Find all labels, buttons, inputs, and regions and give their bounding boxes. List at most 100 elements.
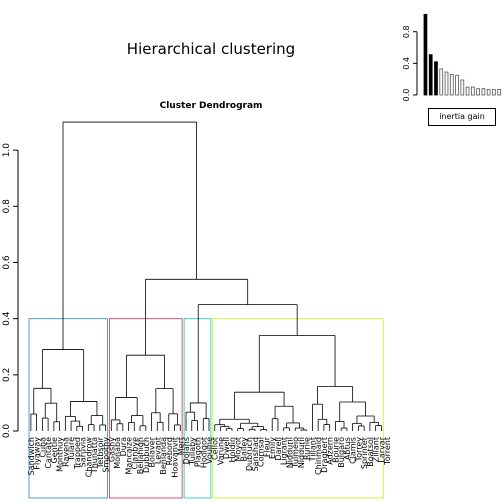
- inertia-bar: [444, 71, 449, 96]
- cluster-box-1: [28, 318, 108, 499]
- leaf-label: Smoothy: [102, 437, 111, 473]
- leaf-label: Cellot: [211, 437, 220, 460]
- inertia-bar: [423, 13, 428, 96]
- leaf-label: Monthuy: [56, 437, 65, 472]
- leaf-label: Dubruch: [245, 437, 254, 471]
- inertia-bar: [486, 89, 491, 96]
- inertia-bar: [492, 89, 496, 96]
- leaf-label: Chinmald: [314, 437, 323, 475]
- leaf-label: Vouine: [205, 437, 214, 464]
- dendrogram-y-axis: 0.0 0.2 0.4 0.6 0.8 1.0: [2, 143, 19, 439]
- inertia-bar: [439, 68, 444, 96]
- y-tick-label: 0.6: [2, 255, 12, 270]
- leaf-label: Torrent: [383, 437, 392, 466]
- leaf-label: Holdin: [228, 437, 237, 463]
- leaf-label: Dura: [119, 437, 128, 457]
- cluster-box-4: [212, 318, 384, 499]
- leaf-label: Ravena: [61, 437, 70, 467]
- y-tick-label: 0.2: [2, 368, 12, 382]
- leaf-label: Varune: [216, 437, 225, 465]
- leaf-label: Gashy: [107, 437, 116, 462]
- inertia-bar: [460, 79, 465, 96]
- leaf-label: Mert: [176, 437, 185, 455]
- leaf-label: Mancaize: [125, 437, 134, 475]
- inertia-y-axis: 0.0 0.4 0.8: [402, 25, 418, 102]
- cluster-boxes: [28, 318, 384, 499]
- leaf-label: Dwell: [222, 437, 231, 459]
- leaf-label: Sanshad: [251, 437, 260, 471]
- chart-title: Hierarchical clustering: [126, 40, 296, 58]
- leaf-label: Flyaway: [33, 437, 42, 470]
- leaf-label: Plagoth: [194, 437, 203, 467]
- leaf-label: Thunatta: [90, 437, 99, 474]
- inertia-bar: [497, 89, 502, 96]
- leaf-label: Monaba: [113, 437, 122, 469]
- y-tick-label: 0.4: [2, 311, 12, 326]
- inertia-bar: [455, 74, 459, 96]
- leaf-label: Bourie: [331, 437, 340, 463]
- leaf-label: Rebord: [165, 437, 174, 465]
- inertia-bar: [434, 61, 438, 96]
- leaf-label: Bulgaro: [337, 437, 346, 468]
- leaf-label: Gentle: [50, 437, 59, 464]
- leaf-label: Rurile: [303, 437, 312, 460]
- inertia-y-tick-label: 0.0: [402, 89, 411, 102]
- leaf-label: Tulmeio: [291, 437, 300, 469]
- inertia-y-tick-label: 0.4: [402, 57, 411, 70]
- leaf-label: Chandrow: [84, 437, 93, 478]
- leaf-label: Cantate: [44, 437, 53, 469]
- leaf-label: Nidduril: [297, 437, 306, 468]
- leaf-label: Tullaby: [188, 437, 197, 466]
- leaf-label: Benlanda: [159, 437, 168, 475]
- leaf-label: Tillant: [308, 437, 317, 462]
- leaf-label: Saruvia: [79, 437, 88, 467]
- y-tick-label: 0.0: [2, 424, 12, 439]
- leaf-labels: SandwichFlyawayCubaCantateGentleMonthuyR…: [27, 436, 392, 477]
- leaf-label: Dolans: [182, 437, 191, 464]
- dendrogram-tree: [30, 121, 382, 431]
- dendrogram-title: Cluster Dendrogram: [160, 101, 263, 111]
- leaf-label: Cornsal: [257, 437, 266, 467]
- leaf-label: Adzern: [326, 437, 335, 465]
- inertia-y-tick-label: 0.8: [402, 25, 411, 38]
- inertia-bars: [423, 13, 502, 96]
- leaf-label: Levant: [153, 437, 162, 464]
- leaf-label: Ligrant: [280, 437, 289, 465]
- leaf-label: Zillant: [372, 437, 381, 462]
- leaf-label: Tetbsoir: [96, 436, 105, 469]
- leaf-label: Dragbert: [320, 437, 329, 473]
- leaf-label: Bailey: [239, 437, 248, 462]
- leaf-label: Cuba: [38, 437, 47, 458]
- inertia-legend: inertia gain: [428, 108, 496, 126]
- leaf-label: Fleur: [262, 436, 271, 457]
- leaf-label: Clamis: [349, 437, 358, 464]
- inertia-bar: [449, 74, 454, 96]
- leaf-label: Bolaver: [148, 436, 157, 467]
- leaf-label: Moyot: [234, 437, 243, 462]
- inertia-bar: [465, 86, 470, 96]
- leaf-label: Nidduril: [285, 437, 294, 468]
- inertia-bar: [476, 88, 480, 96]
- leaf-label: Clanbye: [130, 437, 139, 470]
- leaf-label: Torrey: [354, 437, 363, 463]
- y-tick-label: 1.0: [2, 143, 12, 158]
- leaf-label: Sandwich: [27, 437, 36, 475]
- inertia-bar: [481, 88, 486, 96]
- y-tick-label: 0.8: [2, 199, 12, 214]
- leaf-label: Boatsol: [366, 437, 375, 467]
- leaf-label: Dubbuch: [142, 437, 151, 473]
- leaf-label: Sprinter: [360, 436, 369, 469]
- inertia-bar: [470, 86, 475, 96]
- cluster-box-3: [183, 318, 212, 499]
- leaf-label: Bellahigh: [136, 437, 145, 474]
- leaf-label: Hoavanvit: [171, 437, 180, 478]
- leaf-label: Emily: [268, 437, 277, 459]
- leaf-label: Trapped: [73, 437, 82, 470]
- leaf-label: Darell: [274, 437, 283, 461]
- leaf-label: Hoolgot: [199, 437, 208, 468]
- leaf-label: Tulare: [67, 437, 76, 462]
- inertia-bar: [428, 54, 433, 96]
- leaf-label: Larvar: [377, 436, 386, 462]
- leaf-label: Abtus: [343, 437, 352, 460]
